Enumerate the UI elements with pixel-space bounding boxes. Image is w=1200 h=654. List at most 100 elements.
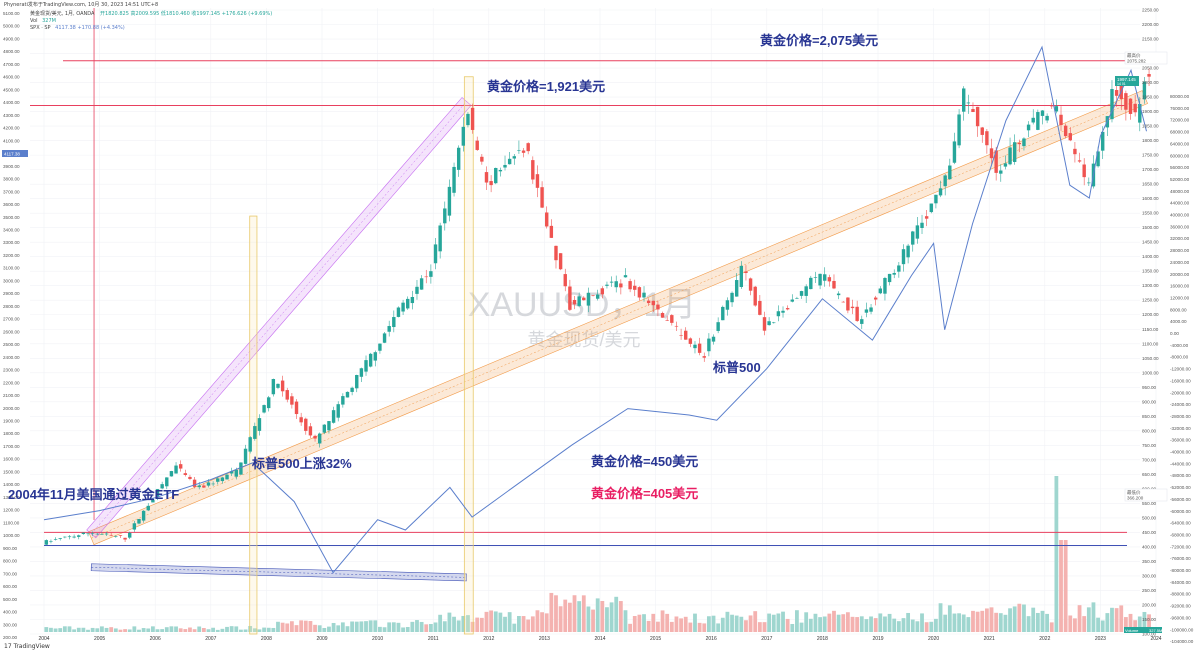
candle-body <box>994 150 998 173</box>
volume-bar <box>1059 540 1063 632</box>
candle-body <box>1133 103 1137 113</box>
candle-body <box>234 469 238 477</box>
trend-channels <box>86 90 1148 582</box>
candle-body <box>1026 124 1031 131</box>
candle-body <box>563 274 567 287</box>
volume-bar <box>618 601 623 632</box>
candle-body <box>1045 115 1049 121</box>
left-price-axis[interactable]: 5100.00 5000.00 4900.00 4800.00 4700.00 4600.… <box>3 11 20 640</box>
right-spx-tick: 68000.00 <box>1170 130 1190 135</box>
candle-body <box>1054 106 1059 112</box>
candle-body <box>526 143 530 152</box>
candle-body <box>832 280 836 289</box>
candle-body <box>966 102 971 104</box>
right-gold-tick: 450.00 <box>1142 530 1156 535</box>
candle-body <box>387 326 391 332</box>
volume-bar <box>141 628 146 632</box>
candle-body <box>656 304 660 310</box>
box-2007 <box>249 215 258 635</box>
volume-bar <box>62 626 67 632</box>
time-tick: 2005 <box>94 636 105 642</box>
right-gold-tick: 950.00 <box>1142 385 1156 390</box>
tradingview-logo[interactable]: 17 TradingView <box>4 643 50 650</box>
volume-bar <box>702 623 707 632</box>
volume-bar <box>67 626 72 632</box>
candle-body <box>299 417 303 423</box>
candle-body <box>160 484 164 489</box>
svg-text:最低价: 最低价 <box>1127 489 1141 496</box>
right-gold-tick: 350.00 <box>1142 559 1156 564</box>
candle-body <box>67 536 72 538</box>
time-tick: 2016 <box>706 636 717 642</box>
left-axis-tick: 4300.00 <box>3 113 20 118</box>
volume-bar <box>734 615 739 632</box>
volume-bar <box>475 617 480 632</box>
volume-bar <box>961 614 966 632</box>
candle-body <box>1138 103 1142 123</box>
annotation-gold-450: 黄金价格=450美元 <box>591 454 698 469</box>
svg-text:Volume: Volume <box>1125 628 1139 633</box>
candle-body <box>1096 151 1100 167</box>
volume-bar <box>174 626 178 632</box>
candle-body <box>684 330 688 340</box>
volume-bar <box>952 613 957 632</box>
right-spx-tick: -24000.00 <box>1170 402 1191 407</box>
volume-bar <box>637 614 642 632</box>
volume-bar <box>461 615 466 632</box>
volume-bar <box>984 608 989 632</box>
volume-bar <box>697 622 702 632</box>
right-gold-tick: 1800.00 <box>1142 138 1159 143</box>
volume-bar <box>378 626 382 632</box>
volume-bar <box>155 629 160 632</box>
candle-body <box>58 538 62 539</box>
volume-bar <box>669 621 674 632</box>
volume-bar <box>595 598 600 632</box>
tag-low: 最低价 366.200 <box>1124 488 1168 502</box>
candle-body <box>192 479 197 487</box>
volume-bar <box>883 616 887 632</box>
volume-label[interactable]: Vol <box>30 18 38 24</box>
candle-body <box>799 291 804 296</box>
volume-bar <box>563 599 568 632</box>
symbol-name[interactable]: 黄金现货/美元, 1月, OANDA <box>30 11 95 17</box>
volume-bar <box>308 621 313 632</box>
candle-body <box>883 278 887 294</box>
candle-body <box>633 285 637 290</box>
candle-body <box>137 518 141 524</box>
svg-text:2075.282: 2075.282 <box>1127 59 1146 64</box>
right-spx-axis[interactable]: 80000.00 76000.00 72000.00 68000.00 64000.00… <box>1170 94 1194 644</box>
left-axis-tick: 3700.00 <box>3 189 20 194</box>
volume-bar <box>405 626 410 632</box>
volume-bar <box>331 622 336 632</box>
volume-bar <box>206 629 211 632</box>
volume-bar <box>771 614 776 632</box>
volume-bar <box>591 609 595 632</box>
vertical-highlight-boxes <box>249 76 474 635</box>
left-axis-tick: 300.00 <box>3 622 17 627</box>
right-spx-tick: 48000.00 <box>1170 189 1190 194</box>
candle-body <box>730 292 734 303</box>
volume-bar <box>396 622 401 632</box>
right-spx-tick: 32000.00 <box>1170 236 1190 241</box>
volume-bar <box>1031 607 1036 632</box>
candle-body <box>1068 133 1072 141</box>
volume-bar <box>415 620 419 632</box>
right-gold-tick: 300.00 <box>1142 573 1156 578</box>
time-axis[interactable]: 2004 2005 2006 2007 2008 2009 2010 2011 2012 2013… <box>38 636 1161 642</box>
right-spx-tick: -56000.00 <box>1170 497 1191 502</box>
candle-body <box>568 286 572 310</box>
candle-body <box>202 485 206 488</box>
volume-bar <box>1073 618 1077 632</box>
time-tick: 2009 <box>316 636 327 642</box>
left-axis-tick: 1300.00 <box>3 495 20 500</box>
candle-body <box>183 473 188 475</box>
candle-body <box>452 166 456 193</box>
spx-legend-label[interactable]: SPX · SP <box>30 25 51 31</box>
purple-channel <box>86 97 472 539</box>
volume-bar <box>855 617 860 632</box>
volume-bar <box>744 620 748 632</box>
candle-body <box>892 272 896 275</box>
volume-bar <box>49 627 53 632</box>
candle-body <box>906 245 910 258</box>
